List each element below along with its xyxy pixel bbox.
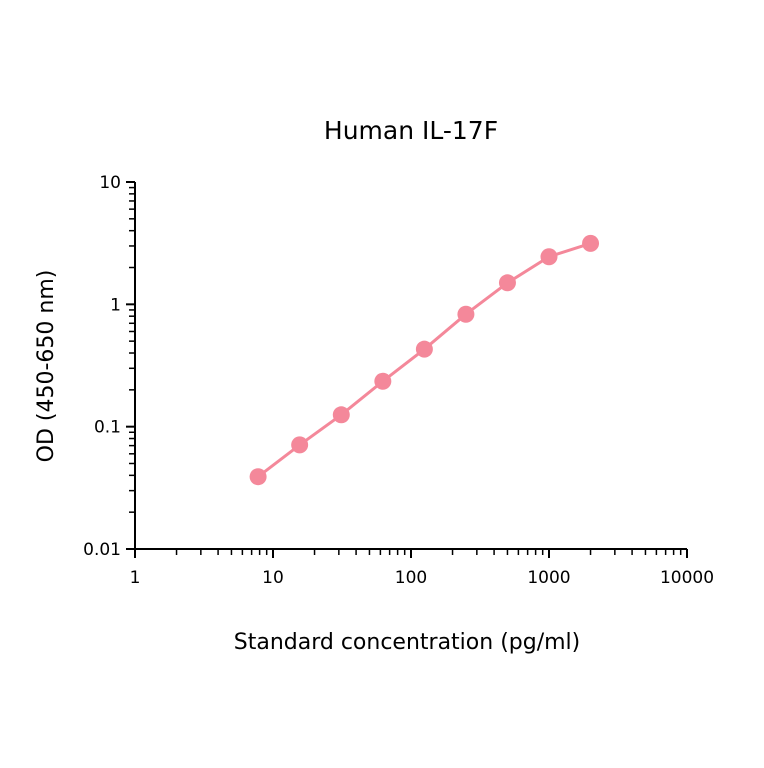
x-tick-label: 10000 xyxy=(660,568,714,588)
y-tick-label: 0.01 xyxy=(83,540,121,560)
data-point xyxy=(415,340,433,358)
data-point xyxy=(374,372,392,390)
data-point xyxy=(540,248,558,266)
x-tick-label: 1 xyxy=(130,568,141,588)
series-line xyxy=(257,241,591,478)
data-point xyxy=(249,468,267,486)
x-tick-label: 1000 xyxy=(527,568,570,588)
data-point xyxy=(332,406,350,424)
data-point xyxy=(457,305,475,323)
data-point xyxy=(582,234,600,252)
x-axis-title: Standard concentration (pg/ml) xyxy=(234,630,581,655)
y-tick-label: 10 xyxy=(99,173,121,193)
y-tick-label: 1 xyxy=(110,295,121,315)
x-tick-label: 100 xyxy=(395,568,427,588)
axes: 1 10 100 1000 10000 0.01 0.1 1 10 xyxy=(83,173,714,588)
y-tick-label: 0.1 xyxy=(94,418,121,438)
data-point xyxy=(291,436,309,454)
chart-title: Human IL-17F xyxy=(324,116,498,145)
x-tick-label: 10 xyxy=(262,568,284,588)
data-point xyxy=(498,274,516,292)
y-axis-title: OD (450-650 nm) xyxy=(34,270,59,463)
series-layer xyxy=(249,234,600,486)
